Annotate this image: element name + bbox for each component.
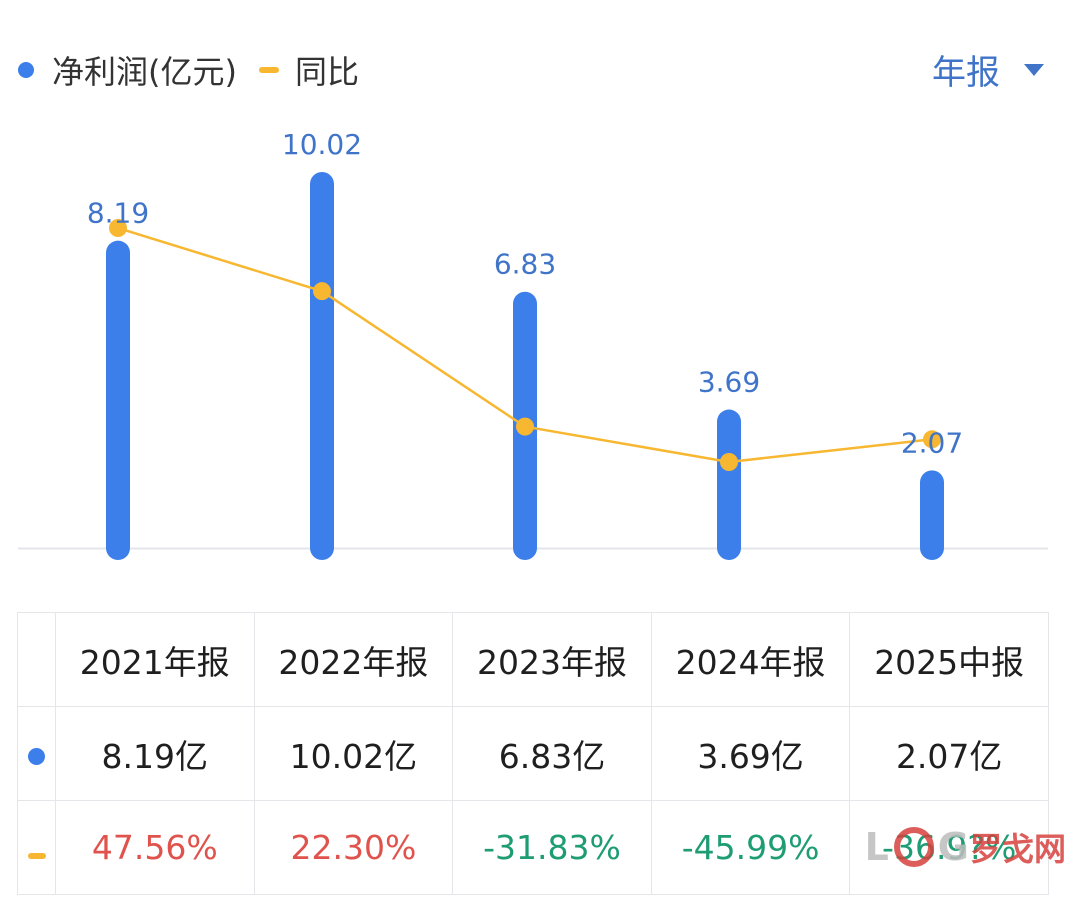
profit-bar: [106, 240, 130, 560]
profit-legend-label: 净利润(亿元): [52, 53, 237, 91]
yoy-cell: 47.56%: [55, 800, 255, 895]
profit-cell: 10.02亿: [253, 706, 454, 801]
watermark-letters: L: [864, 825, 890, 869]
yoy-cell: -31.83%: [452, 800, 652, 895]
watermark-letters-2: G: [937, 825, 970, 869]
yoy-point: [109, 219, 127, 237]
profit-legend-marker: [18, 62, 34, 78]
profit-value-label: 3.69: [698, 366, 760, 399]
yoy-cell: -45.99%: [650, 800, 851, 895]
profit-cell: 8.19亿: [55, 706, 255, 801]
profit-cell: 3.69亿: [650, 706, 851, 801]
watermark-ring-icon: [893, 827, 934, 867]
yoy-legend-marker: [258, 67, 279, 73]
profit-cell: 6.83亿: [452, 706, 652, 801]
yoy-point: [516, 417, 534, 436]
yoy-point: [313, 282, 331, 301]
yoy-point: [923, 430, 941, 449]
yoy-cell: 22.30%: [253, 800, 454, 895]
yoy-row-marker: [27, 853, 46, 859]
table-header-cell: 2023年报: [452, 612, 652, 707]
profit-chart: 8.19 10.02 6.83 3.69 2.07: [18, 128, 1048, 560]
watermark-logo: L G 罗戈网: [865, 824, 1066, 870]
table-header-cell: 2022年报: [253, 612, 454, 707]
period-selector[interactable]: 年报: [932, 46, 1044, 93]
period-selector-label: 年报: [932, 52, 1000, 93]
profit-value-label: 6.83: [494, 248, 556, 281]
yoy-point: [720, 453, 738, 471]
profit-cell: 2.07亿: [849, 706, 1049, 801]
watermark-text: 罗戈网: [969, 830, 1066, 868]
caret-down-icon: [1024, 64, 1044, 76]
yoy-legend-label: 同比: [294, 53, 359, 91]
profit-bar: [920, 470, 944, 560]
profit-value-label: 2.07: [901, 426, 963, 459]
table-header-cell: 2025中报: [849, 612, 1049, 707]
profit-value-label: 10.02: [282, 128, 362, 161]
table-header-cell: 2021年报: [55, 612, 255, 707]
yoy-row-marker-cell: [17, 800, 56, 895]
chart-legend: 净利润(亿元) 同比: [18, 48, 359, 92]
table-header-row: 2021年报 2022年报 2023年报 2024年报 2025中报: [17, 612, 1049, 707]
table-header-cell: 2024年报: [650, 612, 851, 707]
profit-row-marker: [28, 748, 45, 765]
table-row-profit: 8.19亿 10.02亿 6.83亿 3.69亿 2.07亿: [17, 706, 1049, 801]
profit-row-marker-cell: [17, 706, 56, 801]
table-row-yoy: 47.56% 22.30% -31.83% -45.99% -36.9?%: [17, 800, 1049, 895]
profit-bar: [717, 409, 741, 560]
profit-bar: [310, 172, 334, 560]
profit-value-label: 8.19: [87, 197, 149, 230]
data-table: 2021年报 2022年报 2023年报 2024年报 2025中报 8.19亿…: [17, 612, 1049, 895]
table-corner-cell: [17, 612, 56, 707]
